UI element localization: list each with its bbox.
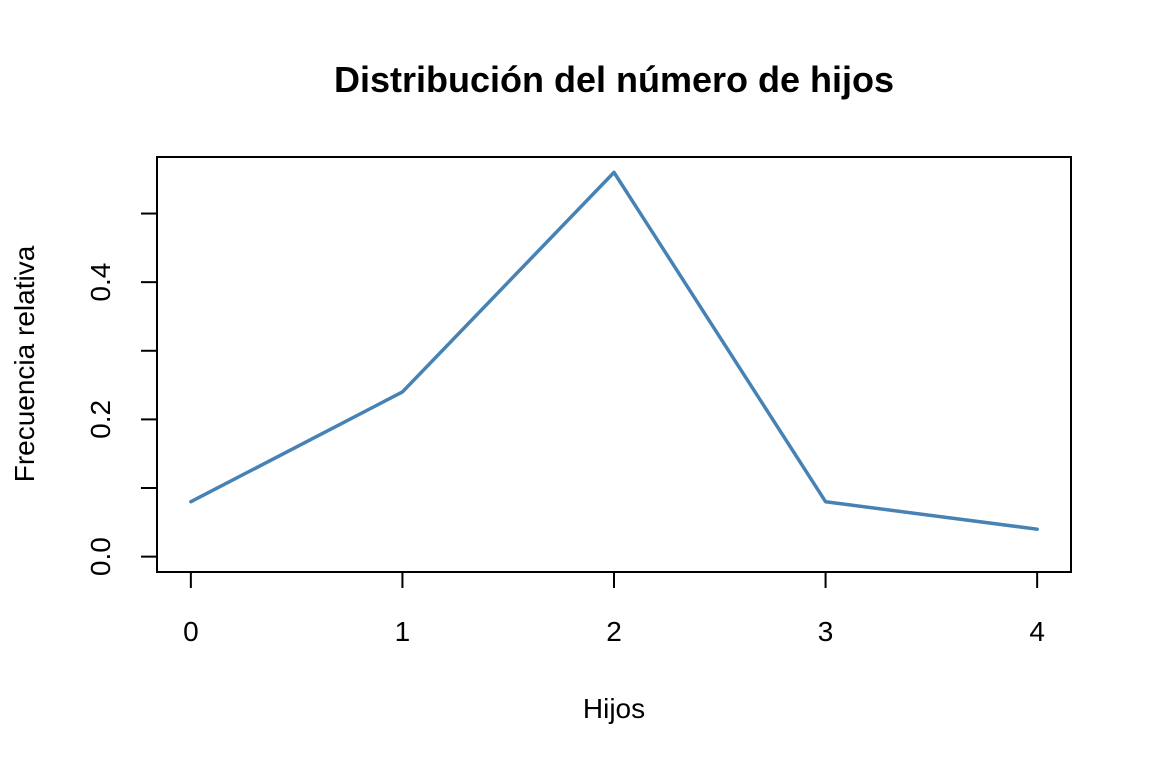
plot-area-frame [156,156,1072,573]
y-axis: 0.0 0.2 0.4 [85,212,158,576]
x-tick-label: 0 [183,616,199,647]
x-axis-label: Hijos [583,693,645,724]
x-tick-label: 1 [395,616,411,647]
x-axis: 0 1 2 3 4 [183,571,1045,647]
y-axis-label: Frecuencia relativa [9,245,40,482]
chart-title: Distribución del número de hijos [334,59,894,100]
y-tick-label: 0.0 [85,537,116,576]
series-line [189,170,1039,531]
x-tick-label: 4 [1029,616,1045,647]
x-tick-label: 2 [606,616,622,647]
x-tick-label: 3 [818,616,834,647]
y-tick-label: 0.4 [85,263,116,302]
series-group [189,170,1039,531]
y-tick-label: 0.2 [85,400,116,439]
